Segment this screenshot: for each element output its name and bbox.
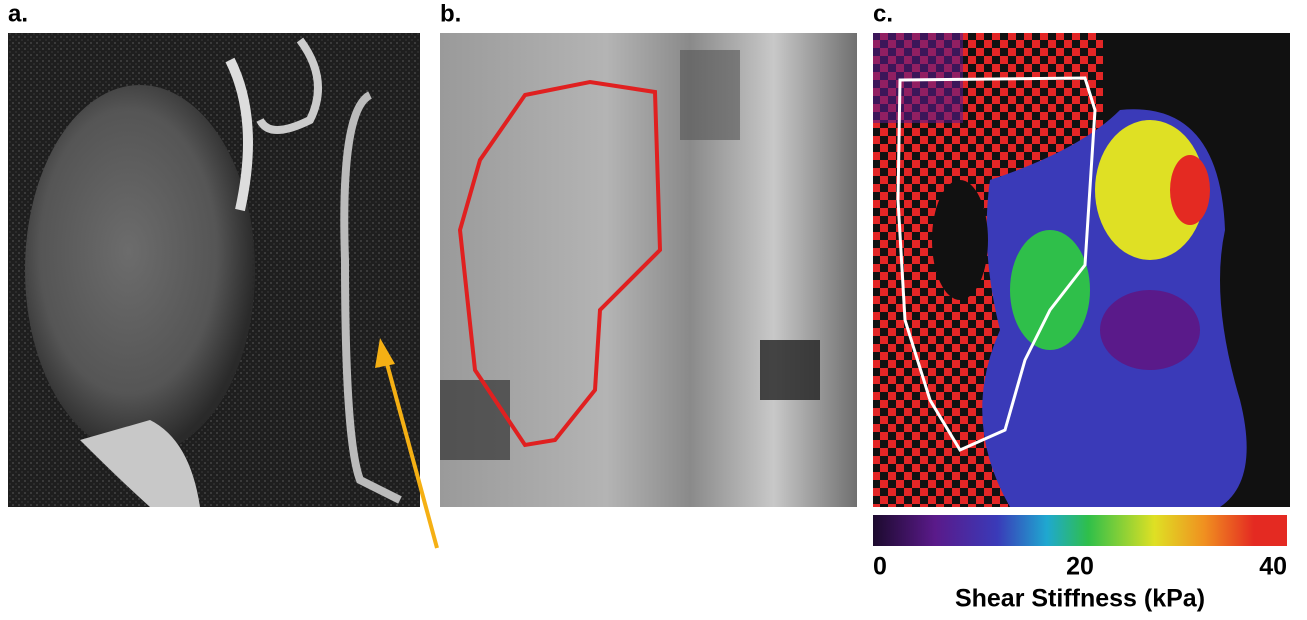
colorbar-label: Shear Stiffness (kPa) <box>955 585 1205 613</box>
panel-label: a. <box>8 0 28 27</box>
image-b <box>440 33 857 507</box>
image-c <box>873 33 1290 507</box>
tick-label: 0 <box>873 553 887 581</box>
image-a <box>8 33 420 507</box>
panel-label: c. <box>873 0 893 27</box>
tick-label: 20 <box>1066 553 1094 581</box>
colorbar <box>873 515 1287 546</box>
figure: a. b. c. Shear Stiffness (kPa) 0 20 40 <box>0 0 1307 615</box>
panel-label: b. <box>440 0 461 27</box>
tick-label: 40 <box>1259 553 1287 581</box>
